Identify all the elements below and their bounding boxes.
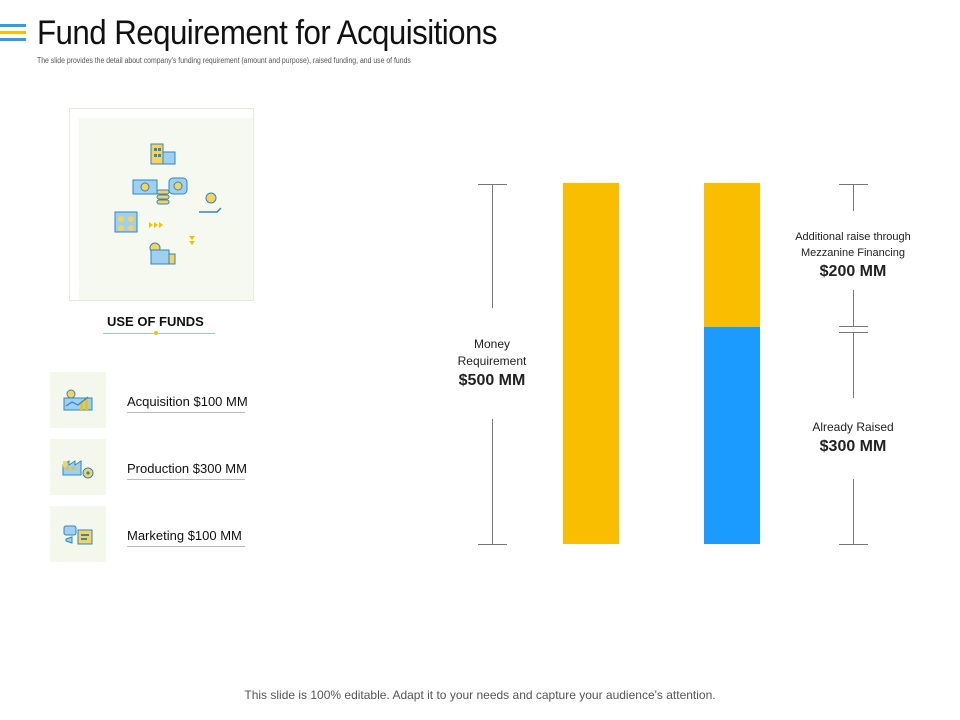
annotation-additional-raise: Additional raise through Mezzanine Finan… bbox=[783, 229, 923, 282]
calculator-coin-icon bbox=[149, 242, 176, 265]
fund-item-label: Production $300 MM bbox=[127, 461, 247, 476]
cash-bills-icon bbox=[132, 179, 158, 195]
fund-item-marketing: Marketing $100 MM bbox=[50, 506, 350, 562]
bracket-line-mid-upper-right bbox=[853, 290, 854, 327]
bar-segment-additional-raise bbox=[704, 183, 760, 328]
money-bag-icon bbox=[168, 177, 188, 195]
use-of-funds-dot bbox=[154, 331, 158, 335]
fund-item-underline bbox=[127, 546, 245, 547]
bar-money-requirement bbox=[563, 183, 619, 544]
people-group-icon bbox=[114, 211, 138, 233]
fund-item-underline bbox=[127, 479, 245, 480]
fund-item-production: Production $300 MM bbox=[50, 439, 350, 495]
accent-bar-blue bbox=[0, 24, 26, 27]
bracket-line-top-right bbox=[853, 184, 854, 211]
arrow-chevrons-icon bbox=[149, 222, 195, 245]
use-of-funds-underline bbox=[103, 333, 215, 334]
annotation-label-line1: Additional raise through bbox=[795, 231, 911, 243]
annotation-value: $300 MM bbox=[819, 438, 887, 455]
bracket-divider-1 bbox=[839, 326, 868, 327]
annotation-value: $500 MM bbox=[458, 372, 526, 389]
fund-item-underline bbox=[127, 412, 245, 413]
annotation-label-line2: Requirement bbox=[457, 354, 527, 368]
fund-item-label: Marketing $100 MM bbox=[127, 528, 242, 543]
bar-segment-already-raised bbox=[704, 327, 760, 544]
factory-gear-icon bbox=[62, 460, 94, 479]
bracket-line-bottom-right bbox=[853, 479, 854, 545]
fund-item-icon-box bbox=[50, 506, 106, 562]
bracket-line-upper-left bbox=[492, 184, 493, 308]
fund-item-icon-box bbox=[50, 372, 106, 428]
bracket-cap-bottom-right bbox=[839, 544, 868, 545]
title-accent-bars bbox=[0, 24, 26, 45]
footer-note: This slide is 100% editable. Adapt it to… bbox=[244, 688, 716, 702]
acquisition-chart-icon bbox=[63, 389, 93, 411]
page-subtitle: The slide provides the detail about comp… bbox=[37, 56, 411, 65]
annotation-already-raised: Already Raised $300 MM bbox=[793, 419, 913, 457]
fund-item-icon-box bbox=[50, 439, 106, 495]
accent-bar-blue-2 bbox=[0, 38, 26, 41]
fund-item-acquisition: Acquisition $100 MM bbox=[50, 372, 350, 428]
accent-bar-yellow bbox=[0, 31, 26, 34]
illustration-background bbox=[79, 118, 253, 300]
building-icon bbox=[150, 143, 176, 165]
funds-illustration-panel bbox=[69, 108, 254, 301]
hand-coin-icon bbox=[199, 192, 222, 213]
marketing-megaphone-icon bbox=[63, 525, 93, 545]
fund-item-label: Acquisition $100 MM bbox=[127, 394, 248, 409]
bracket-cap-bottom-left bbox=[478, 544, 507, 545]
money-flow-illustration-icon bbox=[114, 143, 222, 265]
bracket-line-lower-left bbox=[492, 419, 493, 545]
use-of-funds-heading: USE OF FUNDS bbox=[107, 314, 204, 329]
annotation-money-requirement: Money Requirement $500 MM bbox=[432, 336, 552, 391]
annotation-label-line1: Already Raised bbox=[812, 420, 894, 434]
annotation-label-line2: Mezzanine Financing bbox=[801, 247, 905, 259]
bracket-line-mid-lower-right bbox=[853, 332, 854, 398]
annotation-label-line1: Money bbox=[473, 337, 511, 351]
coin-stack-icon bbox=[156, 189, 170, 205]
page-title: Fund Requirement for Acquisitions bbox=[37, 14, 497, 52]
annotation-value: $200 MM bbox=[819, 263, 887, 280]
